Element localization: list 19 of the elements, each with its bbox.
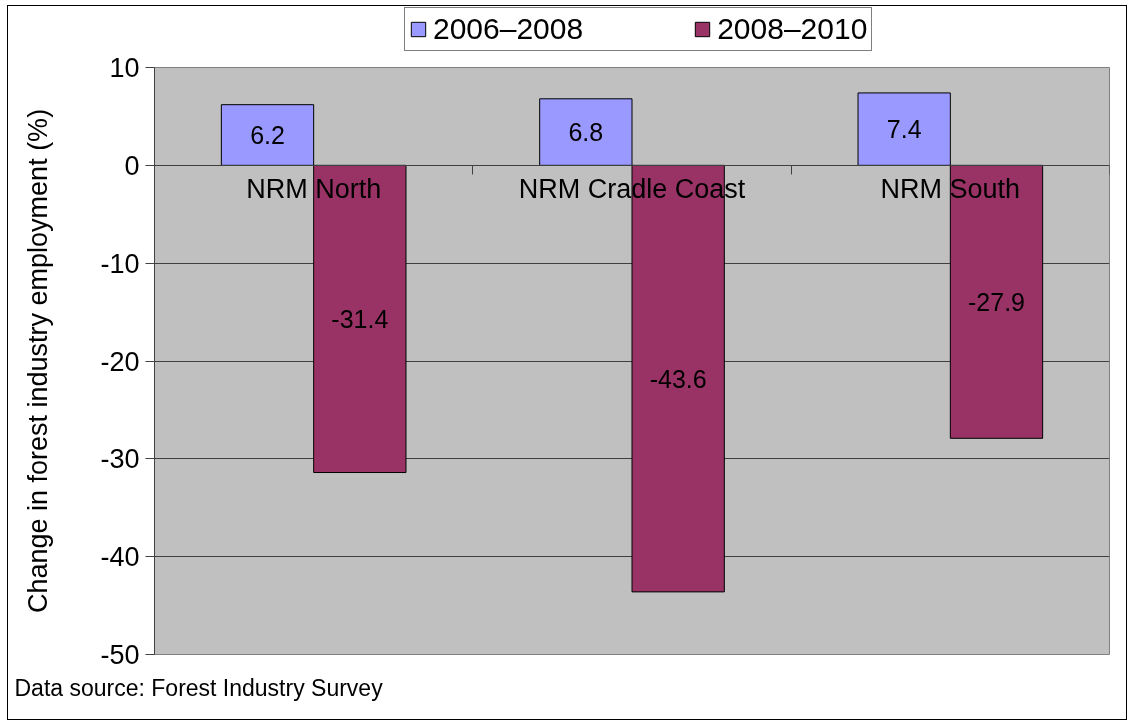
x-tick-label: NRM North	[246, 174, 382, 205]
y-tick-label: -30	[100, 444, 140, 475]
source-note: Data source: Forest Industry Survey	[14, 674, 384, 701]
legend-label: 2008–2010	[717, 12, 868, 46]
y-tick-label: -50	[100, 640, 140, 670]
data-label: 6.8	[568, 118, 604, 147]
data-label: -27.9	[968, 287, 1025, 316]
data-label: -43.6	[649, 364, 707, 393]
y-tick-label: -40	[100, 542, 140, 573]
y-tick-label: -20	[100, 346, 140, 377]
y-tick-label: -10	[100, 248, 140, 279]
y-tick-label: 0	[124, 150, 140, 181]
y-tick-label: 10	[109, 53, 140, 83]
data-label: 6.2	[250, 121, 285, 150]
x-tick-label: NRM South	[880, 174, 1021, 205]
data-label: 7.4	[886, 115, 922, 144]
data-label: -31.4	[331, 304, 389, 333]
y-axis-title: Change in forest industry employment (%)	[23, 108, 54, 614]
legend-label: 2006–2008	[433, 12, 584, 46]
